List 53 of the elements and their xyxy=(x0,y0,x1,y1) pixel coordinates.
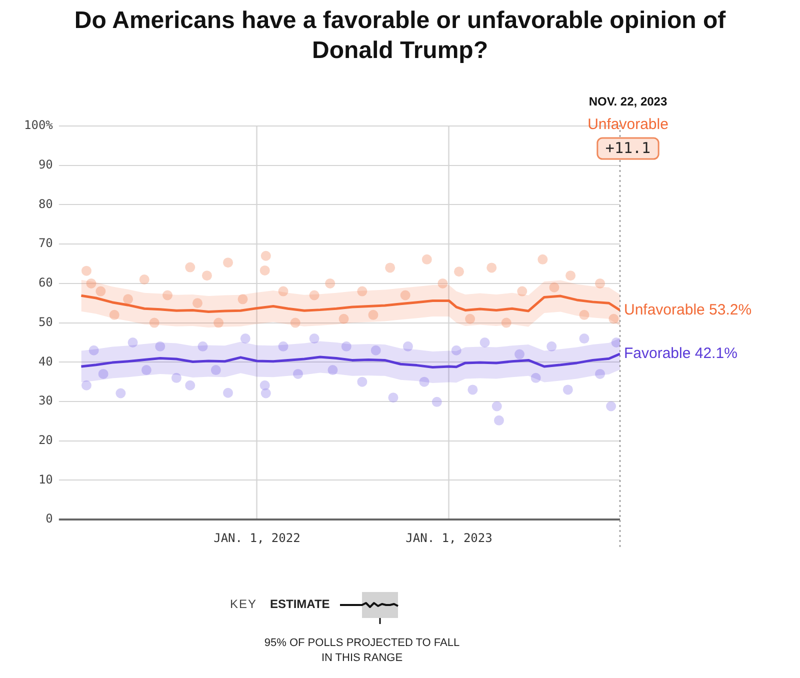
point xyxy=(385,262,396,273)
point xyxy=(422,254,432,264)
point xyxy=(579,334,590,344)
y-tick-label: 20 xyxy=(38,433,53,448)
point xyxy=(185,262,196,272)
point xyxy=(139,274,150,285)
point xyxy=(432,396,442,407)
annotation: +11.1 xyxy=(605,138,651,157)
point xyxy=(480,337,490,348)
point xyxy=(260,388,271,398)
point xyxy=(388,392,398,403)
point xyxy=(606,401,616,412)
point xyxy=(494,415,504,426)
point xyxy=(468,384,478,395)
point xyxy=(562,384,573,395)
y-tick-label: 10 xyxy=(38,472,53,486)
point xyxy=(240,334,250,344)
y-tick-label: 60 xyxy=(38,276,53,290)
point xyxy=(202,270,212,281)
chart-title: Do Americans have a favorable or unfavorable opinion of Donald Trump? xyxy=(73,6,727,66)
point xyxy=(454,266,464,277)
y-tick-label: 50 xyxy=(38,314,53,329)
text: Unfavorable 53.2% xyxy=(624,301,752,318)
point xyxy=(492,401,502,412)
text: Unfavorable xyxy=(588,116,668,134)
text: 95% OF POLLS PROJECTED TO FALL IN THIS RANGE xyxy=(263,636,461,666)
y-tick-label: 80 xyxy=(38,196,53,211)
y-tick-label: 70 xyxy=(38,236,53,250)
point xyxy=(538,254,548,264)
y-tick-label: 30 xyxy=(38,394,53,408)
point xyxy=(81,266,92,276)
point xyxy=(81,380,92,390)
text: KEY xyxy=(230,597,258,611)
point xyxy=(185,380,196,390)
x-tick-label: JAN. 1, 2023 xyxy=(406,530,492,545)
point xyxy=(566,270,576,281)
point xyxy=(325,278,336,288)
ref-line-label: NOV. 22, 2023 xyxy=(588,94,668,108)
point xyxy=(223,258,234,268)
point xyxy=(116,388,126,398)
y-tick-label: 40 xyxy=(38,354,53,368)
text: Favorable 42.1% xyxy=(624,345,738,362)
point xyxy=(223,388,234,398)
y-tick-label: 0 xyxy=(46,512,53,526)
point xyxy=(546,341,557,352)
point xyxy=(260,250,271,261)
point xyxy=(486,262,497,273)
y-tick-label: 90 xyxy=(38,157,53,172)
point xyxy=(260,265,270,276)
y-tick-label: 100% xyxy=(24,118,54,132)
text: ESTIMATE xyxy=(270,597,330,611)
point xyxy=(357,376,368,387)
x-tick-label: JAN. 1, 2022 xyxy=(214,530,300,545)
